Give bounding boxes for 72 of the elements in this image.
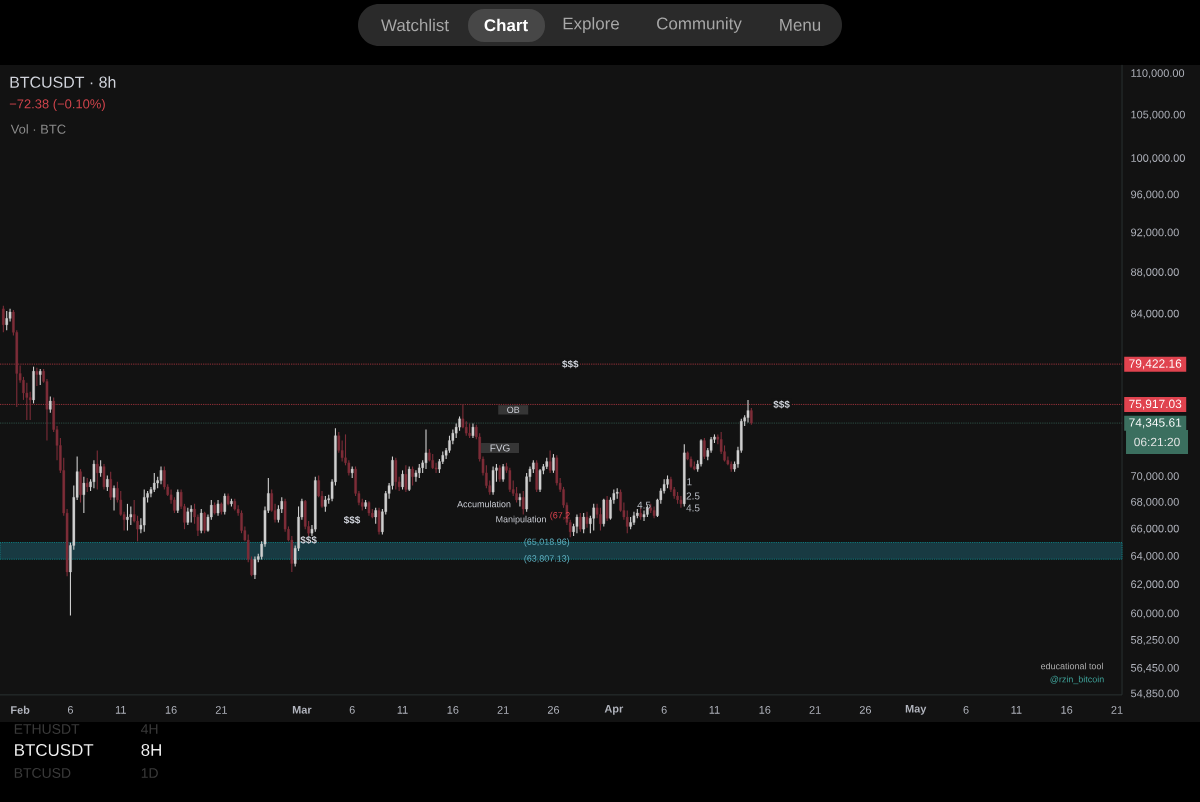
- text: −72.38 (−0.10%): [9, 98, 105, 112]
- ref-line-label: 74,345.61: [1129, 418, 1182, 429]
- x-tick-label: 6: [661, 706, 667, 714]
- y-tick-label: 88,000.00: [1131, 268, 1179, 278]
- text: 4H: [141, 724, 158, 734]
- x-tick-label: 11: [115, 706, 126, 714]
- x-tick-label: 6: [349, 706, 355, 714]
- text: 8H: [141, 744, 161, 756]
- y-tick-label: 56,450.00: [1130, 663, 1179, 673]
- x-tick-label: 16: [447, 706, 459, 714]
- text: BTCUSDT: [15, 744, 94, 756]
- x-tick-label: 11: [1011, 706, 1022, 714]
- x-tick-label: 21: [1111, 706, 1123, 714]
- x-tick-label: 21: [809, 706, 821, 714]
- y-tick-label: 54,850.00: [1130, 689, 1179, 699]
- x-tick-label: 26: [547, 706, 560, 714]
- x-tick-label: 11: [397, 706, 408, 714]
- annotation: (65,018.96): [524, 538, 570, 547]
- text: Chart: [484, 18, 528, 32]
- annotation: 4.5: [686, 504, 700, 512]
- y-tick-label: 62,000.00: [1131, 580, 1179, 590]
- y-tick-label: 105,000.00: [1131, 110, 1185, 120]
- x-tick-label: Feb: [11, 705, 30, 714]
- text: BTCUSD: [14, 768, 71, 778]
- y-tick-label: 84,000.00: [1131, 309, 1179, 319]
- x-tick-label: Mar: [292, 706, 312, 714]
- x-tick-label: Apr: [604, 704, 624, 715]
- x-tick-label: 11: [709, 706, 720, 714]
- ref-line-label: 75,917.03: [1129, 399, 1182, 410]
- x-tick-label: May: [905, 704, 927, 715]
- annotation: (63,807.13): [524, 555, 570, 564]
- annotation: 1: [687, 478, 692, 486]
- y-tick-label: 58,250.00: [1130, 635, 1179, 646]
- x-tick-label: 16: [1061, 706, 1073, 714]
- annotation: Accumulation: [457, 500, 511, 508]
- ref-line-label: 79,422.16: [1129, 359, 1182, 370]
- x-tick-label: 16: [165, 706, 177, 714]
- x-tick-label: 21: [497, 706, 509, 714]
- y-tick-label: 100,000.00: [1131, 154, 1185, 164]
- annotation: $$$: [300, 535, 317, 545]
- annotation: educational tool: [1040, 662, 1103, 670]
- y-tick-label: 70,000.00: [1131, 472, 1179, 482]
- annotation: 4.5: [637, 501, 651, 509]
- annotation: $$$: [773, 400, 790, 409]
- annotation: 2.5: [686, 492, 700, 500]
- text: 1D: [141, 768, 158, 778]
- text: BTCUSDT · 8h: [10, 76, 116, 88]
- annotation: OB: [507, 406, 520, 414]
- annotation: FVG: [490, 444, 510, 452]
- y-tick-label: 68,000.00: [1131, 498, 1179, 508]
- x-tick-label: 6: [963, 706, 969, 714]
- annotation: $$$: [562, 360, 579, 369]
- text: Menu: [780, 19, 821, 31]
- x-tick-label: 16: [759, 706, 771, 714]
- y-tick-label: 66,000.00: [1131, 524, 1179, 534]
- x-tick-label: 21: [215, 706, 227, 714]
- annotation: $$$: [343, 515, 361, 525]
- x-tick-label: 26: [859, 706, 872, 714]
- y-tick-label: 60,000.00: [1131, 609, 1179, 619]
- annotation: Vol · BTC: [10, 124, 66, 134]
- y-tick-label: 64,000.00: [1131, 552, 1179, 562]
- y-tick-label: 96,000.00: [1131, 190, 1179, 200]
- y-tick-label: 92,000.00: [1131, 228, 1179, 238]
- y-tick-label: 110,000.00: [1131, 69, 1185, 79]
- x-tick-label: 6: [67, 706, 73, 714]
- text: 06:21:20: [1134, 437, 1180, 447]
- text: ETHUSDT: [14, 724, 80, 734]
- text: Community: [657, 17, 742, 33]
- text: Explore: [563, 17, 619, 33]
- annotation: Manipulation: [496, 515, 546, 525]
- annotation: @rzin_bitcoin: [1050, 675, 1104, 685]
- text: Watchlist: [381, 18, 449, 32]
